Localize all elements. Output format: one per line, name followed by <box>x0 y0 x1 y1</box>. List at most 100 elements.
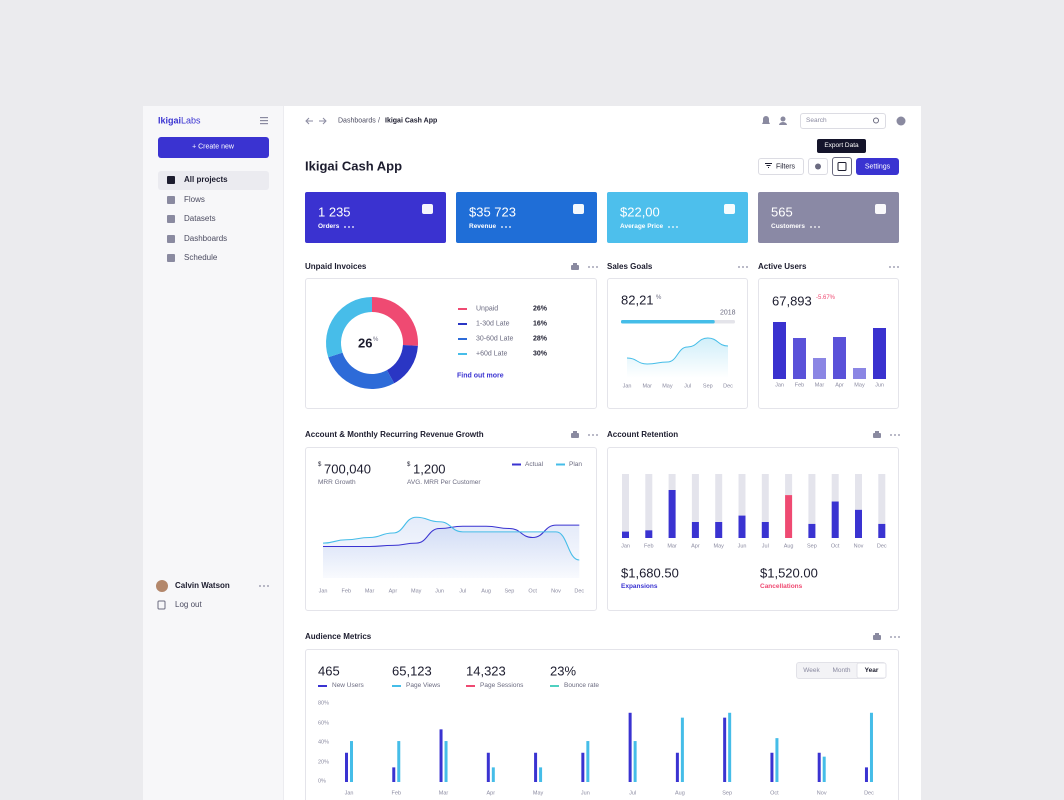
filters-label[interactable]: Filters <box>776 163 796 170</box>
bar <box>350 741 353 782</box>
bar <box>793 338 806 379</box>
nav-item[interactable]: All projects <box>184 175 228 184</box>
section-title: Sales Goals <box>607 262 653 271</box>
more-icon <box>344 226 346 228</box>
x-tick-label: May <box>854 382 865 389</box>
metric-value: 700,040 <box>324 461 371 477</box>
x-tick-label: Mar <box>814 382 825 389</box>
tab[interactable]: Year <box>864 666 879 674</box>
tab[interactable]: Week <box>803 666 820 674</box>
bar <box>534 752 538 782</box>
nav-item[interactable]: Flows <box>184 195 205 204</box>
create-label[interactable]: + Create new <box>192 143 234 151</box>
kpi-value: $35 723 <box>469 204 516 220</box>
x-tick-label: Aug <box>674 790 685 797</box>
more-icon <box>898 636 900 638</box>
bar <box>628 712 632 782</box>
icon-button[interactable] <box>808 158 828 175</box>
x-tick-label: Jan <box>344 790 354 797</box>
link[interactable]: Find out more <box>457 372 504 380</box>
breadcrumb[interactable]: Dashboards <box>338 117 376 125</box>
filters-button[interactable] <box>758 158 804 175</box>
kpi-card <box>607 192 748 243</box>
settings-button[interactable] <box>856 158 899 175</box>
x-tick-label: Apr <box>691 543 700 550</box>
x-tick-label: Nov <box>853 543 864 550</box>
bar <box>770 752 774 782</box>
pie-center-unit: % <box>373 337 379 343</box>
legend-marker <box>556 463 565 466</box>
x-tick-label: Oct <box>770 790 779 797</box>
x-tick-label: Dec <box>876 543 887 550</box>
bar <box>869 712 873 782</box>
bar <box>873 328 886 379</box>
more-icon <box>588 434 590 436</box>
bar <box>864 767 868 782</box>
nav-item[interactable]: Schedule <box>184 253 218 262</box>
legend-marker <box>512 463 521 466</box>
legend-value: 28% <box>533 335 548 343</box>
x-tick-label: Mar <box>667 543 677 550</box>
kpi-label: Average Price <box>620 222 664 230</box>
bar <box>486 752 490 782</box>
x-tick-label: Dec <box>723 383 733 390</box>
more-icon <box>501 226 503 228</box>
bar <box>831 501 839 538</box>
print-icon <box>873 635 881 640</box>
export-icon <box>837 162 847 171</box>
nav-item[interactable]: Datasets <box>184 214 216 223</box>
user-icon <box>779 122 787 125</box>
metric-value: 65,123 <box>392 663 432 679</box>
more-icon <box>596 266 598 268</box>
tab[interactable]: Month <box>832 666 851 674</box>
section-title: Audience Metrics <box>305 632 372 641</box>
x-tick-label: Jan <box>621 543 630 550</box>
x-tick-label: Jul <box>629 790 637 797</box>
pie-center-value: 26 <box>358 335 373 351</box>
section-title: Unpaid Invoices <box>305 262 367 271</box>
nav-item[interactable]: Dashboards <box>184 234 228 243</box>
help-icon <box>896 116 906 126</box>
legend-label: Unpaid <box>476 305 499 313</box>
more-icon <box>672 226 674 228</box>
user-icon <box>780 116 786 122</box>
more-icon <box>676 226 678 228</box>
legend-marker <box>318 685 327 687</box>
card <box>607 447 899 611</box>
bar <box>668 490 676 538</box>
bar <box>345 752 348 782</box>
settings-label[interactable]: Settings <box>864 163 891 170</box>
metric-label: Expansions <box>621 582 658 590</box>
more-icon <box>742 266 744 268</box>
bar <box>633 741 637 782</box>
forward-arrow <box>319 117 327 125</box>
search-box[interactable] <box>800 113 886 129</box>
more-icon <box>893 266 895 268</box>
logout-icon <box>157 600 166 610</box>
logout[interactable]: Log out <box>175 600 202 609</box>
more-icon <box>894 434 896 436</box>
bar <box>397 741 401 782</box>
x-tick-label: May <box>410 588 422 595</box>
metric-value: $1,520.00 <box>760 565 818 581</box>
more-icon <box>898 434 900 436</box>
kpi-icon <box>422 204 433 214</box>
x-tick-label: Jun <box>435 588 444 595</box>
menu-icon <box>260 120 268 122</box>
more-icon <box>588 266 590 268</box>
legend-marker <box>458 308 467 310</box>
print-icon <box>573 263 577 265</box>
export-button[interactable] <box>832 157 852 176</box>
metric-value: 1,200 <box>413 461 446 477</box>
x-tick-label: Aug <box>481 588 491 595</box>
nav-active[interactable] <box>158 171 269 190</box>
x-tick-label: Apr <box>486 790 496 797</box>
x-tick-label: Apr <box>388 588 398 595</box>
kpi-card <box>456 192 597 243</box>
metric-label: AVG. MRR Per Customer <box>407 478 481 486</box>
search-placeholder[interactable]: Search <box>806 116 827 124</box>
create-button[interactable] <box>158 137 269 158</box>
bar <box>691 522 699 538</box>
bar <box>680 717 684 782</box>
